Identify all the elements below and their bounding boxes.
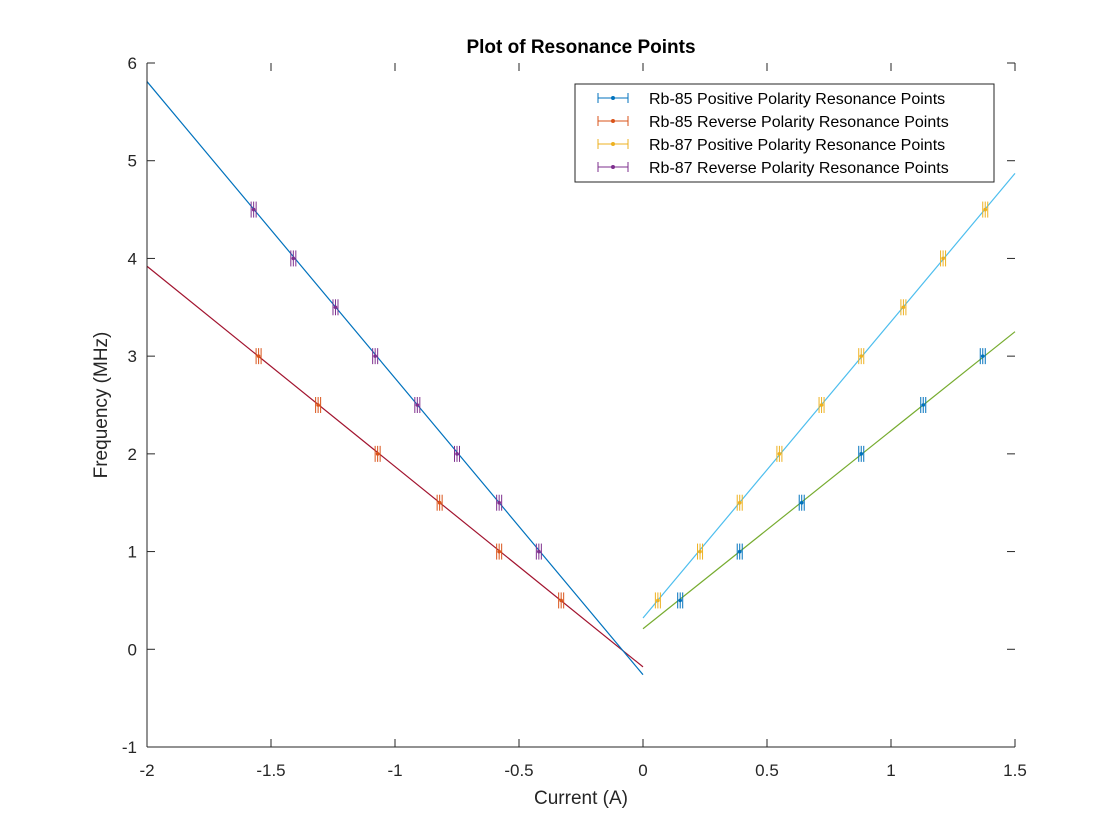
y-tick-label: -1 bbox=[122, 738, 137, 757]
x-tick-label: 1 bbox=[886, 761, 895, 780]
fit-line bbox=[642, 331, 1016, 630]
data-point bbox=[736, 494, 743, 511]
legend-swatch-marker bbox=[611, 119, 615, 123]
fit-line bbox=[642, 173, 1016, 619]
data-point bbox=[798, 494, 805, 511]
legend-label: Rb-87 Reverse Polarity Resonance Points bbox=[649, 160, 949, 177]
legend-swatch-marker bbox=[611, 165, 615, 169]
data-point bbox=[979, 348, 986, 365]
point-marker bbox=[437, 500, 442, 505]
data-point bbox=[496, 543, 503, 560]
point-marker bbox=[415, 403, 420, 407]
data-point bbox=[920, 397, 927, 413]
point-marker bbox=[921, 403, 926, 407]
legend-items: Rb-85 Positive Polarity Resonance Points… bbox=[597, 91, 949, 177]
legend-item: Rb-87 Positive Polarity Resonance Points bbox=[597, 137, 945, 154]
point-marker bbox=[656, 598, 660, 603]
data-point bbox=[818, 397, 825, 413]
point-marker bbox=[537, 549, 541, 554]
point-marker bbox=[497, 549, 501, 554]
x-tick-label: 0.5 bbox=[755, 761, 779, 780]
point-marker bbox=[859, 452, 864, 456]
data-point bbox=[736, 543, 743, 560]
data-point bbox=[332, 299, 339, 316]
point-marker bbox=[251, 207, 256, 212]
legend-swatch-marker bbox=[611, 142, 615, 146]
data-point bbox=[436, 494, 443, 511]
point-marker bbox=[737, 549, 742, 554]
fit-line bbox=[146, 81, 644, 676]
point-marker bbox=[291, 256, 296, 261]
y-axis-title: Frequency (MHz) bbox=[91, 332, 112, 479]
x-tick-label: 0 bbox=[638, 761, 647, 780]
data-point bbox=[496, 494, 503, 511]
data-point bbox=[858, 348, 865, 365]
axis-ticks: -2 -1.5 -1 -0.5 0 0.5 1 1.5 -1 0 1 2 3 4 5 6 bbox=[122, 54, 1027, 780]
data-point bbox=[900, 299, 907, 316]
point-marker bbox=[819, 403, 824, 407]
point-marker bbox=[859, 354, 864, 358]
legend-label: Rb-87 Positive Polarity Resonance Points bbox=[649, 137, 945, 154]
point-marker bbox=[777, 452, 782, 456]
data-point bbox=[414, 397, 421, 413]
x-tick-label: -2 bbox=[139, 761, 154, 780]
x-tick-label: 1.5 bbox=[1003, 761, 1027, 780]
y-tick-label: 6 bbox=[128, 54, 137, 73]
data-point bbox=[255, 348, 262, 365]
legend-box bbox=[574, 83, 995, 183]
data-point bbox=[697, 543, 704, 560]
data-point bbox=[558, 592, 565, 609]
y-tick-label: 0 bbox=[128, 640, 137, 659]
point-marker bbox=[333, 305, 338, 310]
legend-item: Rb-87 Reverse Polarity Resonance Points bbox=[597, 160, 949, 177]
y-tick-label: 2 bbox=[128, 445, 137, 464]
data-point bbox=[374, 445, 381, 462]
y-tick-label: 5 bbox=[128, 152, 137, 171]
point-marker bbox=[256, 354, 261, 358]
x-tick-label: -1 bbox=[387, 761, 402, 780]
point-marker bbox=[698, 549, 702, 554]
point-marker bbox=[941, 256, 945, 261]
point-marker bbox=[901, 305, 906, 310]
data-point bbox=[677, 592, 684, 609]
legend: Rb-85 Positive Polarity Resonance Points… bbox=[574, 83, 995, 183]
point-marker bbox=[737, 500, 742, 505]
x-tick-label: -0.5 bbox=[504, 761, 533, 780]
legend-label: Rb-85 Positive Polarity Resonance Points bbox=[649, 91, 945, 108]
legend-swatch-marker bbox=[611, 96, 615, 100]
data-point bbox=[858, 445, 865, 462]
data-point bbox=[535, 543, 542, 560]
data-point bbox=[454, 445, 460, 462]
legend-item: Rb-85 Reverse Polarity Resonance Points bbox=[597, 114, 949, 131]
point-marker bbox=[799, 500, 804, 505]
point-marker bbox=[980, 354, 985, 358]
chart-title: Plot of Resonance Points bbox=[466, 37, 695, 58]
legend-item: Rb-85 Positive Polarity Resonance Points bbox=[597, 91, 945, 108]
point-marker bbox=[375, 452, 380, 456]
data-point bbox=[372, 348, 379, 365]
y-tick-label: 1 bbox=[128, 543, 137, 562]
point-marker bbox=[373, 354, 377, 358]
data-points bbox=[250, 201, 989, 609]
y-tick-label: 3 bbox=[128, 347, 137, 366]
legend-label: Rb-85 Reverse Polarity Resonance Points bbox=[649, 114, 949, 131]
y-tick-label: 4 bbox=[128, 249, 137, 268]
data-point bbox=[315, 397, 322, 413]
point-marker bbox=[497, 500, 501, 505]
point-marker bbox=[559, 598, 563, 603]
data-point bbox=[290, 250, 297, 267]
data-point bbox=[776, 445, 783, 462]
data-point bbox=[982, 201, 989, 218]
data-point bbox=[940, 250, 947, 267]
x-axis-title: Current (A) bbox=[534, 788, 628, 809]
point-marker bbox=[983, 207, 988, 212]
point-marker bbox=[316, 403, 320, 407]
data-point bbox=[250, 201, 257, 218]
point-marker bbox=[678, 598, 682, 603]
point-marker bbox=[455, 452, 459, 456]
data-point bbox=[654, 592, 661, 609]
x-tick-label: -1.5 bbox=[256, 761, 285, 780]
